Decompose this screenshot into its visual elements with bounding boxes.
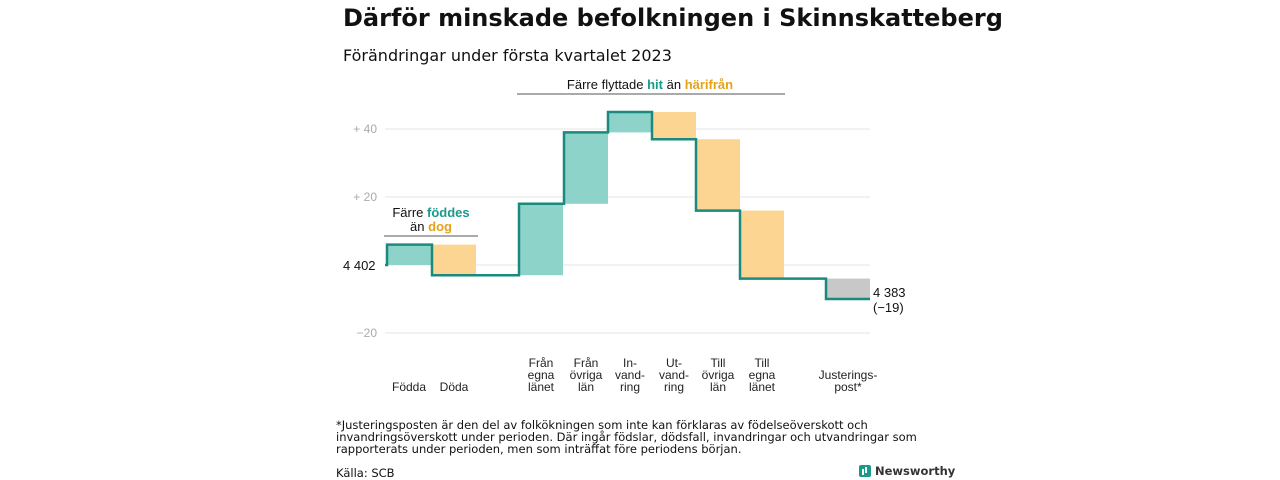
bar-1 <box>387 244 431 265</box>
category-label: Döda <box>440 380 469 394</box>
annotation-births-line1: Färre föddes <box>392 205 469 220</box>
bar-4 <box>564 132 608 204</box>
bar-3 <box>519 203 563 276</box>
category-label: Födda <box>392 380 426 394</box>
waterfall-chart: + 40 + 20 −20 Födda Döda Från egna länet Från övr… <box>343 77 906 394</box>
end-value-label: 4 383 <box>873 285 906 300</box>
bar-7 <box>696 139 740 211</box>
newsworthy-logo-icon <box>859 465 871 477</box>
bar-9 <box>826 278 870 299</box>
brand: Newsworthy <box>859 464 955 478</box>
category-label: In-vand-ring <box>615 356 645 394</box>
footnote: *Justeringsposten är den del av folkökni… <box>336 418 917 456</box>
category-label: Från egna länet <box>528 356 555 394</box>
bar-6 <box>652 112 696 140</box>
y-tick-label: −20 <box>357 326 378 340</box>
chart-subtitle: Förändringar under första kvartalet 2023 <box>343 46 672 65</box>
category-label: Justerings-post* <box>819 368 878 394</box>
bar-8 <box>740 210 784 279</box>
y-tick-label: + 20 <box>353 190 377 204</box>
brand-name: Newsworthy <box>875 464 956 478</box>
y-tick-label: + 40 <box>353 122 377 136</box>
category-label: Ut-vand-ring <box>659 356 689 394</box>
category-label: Till övriga län <box>702 356 735 394</box>
bar-2 <box>432 244 476 276</box>
level-line <box>385 110 870 301</box>
chart-title: Därför minskade befolkningen i Skinnskat… <box>343 4 1003 32</box>
bar-5 <box>608 112 652 133</box>
end-change-label: (−19) <box>873 300 904 315</box>
annotation-moves: Färre flyttade hit än härifrån <box>567 77 733 92</box>
category-label: Från övriga län <box>570 356 603 394</box>
source-label: Källa: SCB <box>336 466 395 480</box>
annotation-births-line2: än dog <box>410 219 452 234</box>
start-value-label: 4 402 <box>343 258 376 273</box>
category-label: Till egna länet <box>749 356 776 394</box>
